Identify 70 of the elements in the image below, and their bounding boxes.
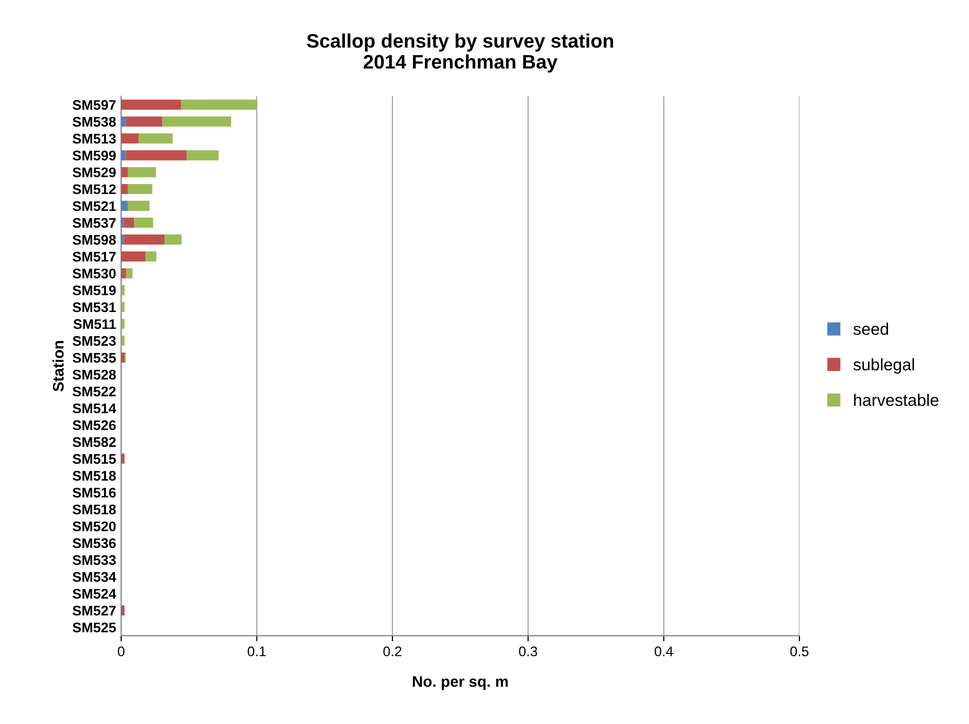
- bar: [128, 167, 156, 178]
- bar: [121, 268, 126, 278]
- y-tick-label: SM512: [72, 184, 116, 194]
- y-tick-label: SM523: [72, 336, 116, 346]
- y-tick-label: SM513: [72, 134, 116, 144]
- bar: [121, 336, 125, 346]
- bar: [124, 218, 134, 228]
- bar: [121, 184, 128, 194]
- y-tick-label: SM535: [72, 352, 116, 363]
- bar: [128, 200, 150, 211]
- chart-title: Scallop density by survey station 2014 Frenchman Bay: [306, 33, 614, 73]
- bar: [124, 234, 165, 245]
- y-tick-label: SM520: [72, 521, 116, 532]
- bar: [121, 200, 128, 211]
- bar: [121, 251, 146, 262]
- bar: [138, 133, 173, 144]
- y-axis-title: Station: [52, 341, 64, 392]
- bar: [126, 268, 133, 278]
- legend-label: harvestable: [854, 394, 938, 406]
- bar: [128, 184, 152, 194]
- y-tick-label: SM530: [72, 268, 116, 278]
- y-tick-label: SM533: [72, 555, 116, 566]
- x-tick-label: 0.4: [654, 646, 674, 656]
- y-tick-label: SM534: [72, 572, 116, 582]
- y-tick-label: SM527: [72, 606, 116, 616]
- bar: [146, 251, 156, 262]
- y-tick-label: SM522: [72, 386, 116, 396]
- y-tick-label: SM536: [72, 538, 116, 548]
- bar: [181, 100, 257, 110]
- y-tick-label: SM516: [72, 488, 116, 498]
- bar: [121, 234, 124, 245]
- legend-label: seed: [853, 322, 888, 335]
- bar: [121, 100, 182, 110]
- y-tick-label: SM537: [72, 218, 116, 228]
- y-tick-label: SM511: [73, 319, 116, 330]
- y-tick-label: SM518: [72, 504, 116, 514]
- bar: [121, 150, 126, 160]
- y-tick-label: SM531: [72, 302, 116, 312]
- y-tick-label: SM582: [72, 437, 116, 447]
- bar: [134, 218, 154, 228]
- x-tick-label: 0.3: [518, 646, 538, 656]
- x-tick-label: 0: [118, 646, 124, 656]
- bar: [186, 150, 219, 160]
- y-tick-label: SM517: [72, 252, 116, 262]
- y-tick-label: SM598: [72, 234, 116, 245]
- x-axis-title: No. per sq. m: [412, 676, 508, 690]
- y-tick-label: SM525: [72, 622, 116, 632]
- y-tick-label: SM515: [72, 454, 116, 464]
- y-tick-label: SM524: [72, 588, 116, 599]
- y-tick-label: SM597: [72, 100, 116, 110]
- legend-label: sublegal: [853, 358, 914, 374]
- bar: [126, 150, 187, 160]
- y-tick-label: SM514: [72, 403, 116, 414]
- y-tick-label: SM599: [72, 150, 116, 160]
- bar: [164, 234, 182, 245]
- y-tick-label: SM518: [72, 470, 116, 481]
- y-tick-label: SM528: [72, 370, 116, 380]
- bar: [121, 167, 128, 178]
- bar: [121, 133, 139, 144]
- bar: [162, 116, 232, 127]
- y-tick-label: SM529: [72, 167, 116, 178]
- bar: [121, 218, 124, 228]
- y-tick-label: SM526: [72, 420, 116, 430]
- y-tick-label: SM521: [72, 201, 116, 212]
- x-tick-label: 0.1: [248, 646, 266, 656]
- x-tick-label: 0.2: [383, 646, 402, 656]
- y-tick-label: SM519: [72, 285, 116, 296]
- bar: [126, 116, 162, 127]
- x-tick-label: 0.5: [790, 646, 808, 656]
- y-tick-label: SM538: [72, 116, 116, 127]
